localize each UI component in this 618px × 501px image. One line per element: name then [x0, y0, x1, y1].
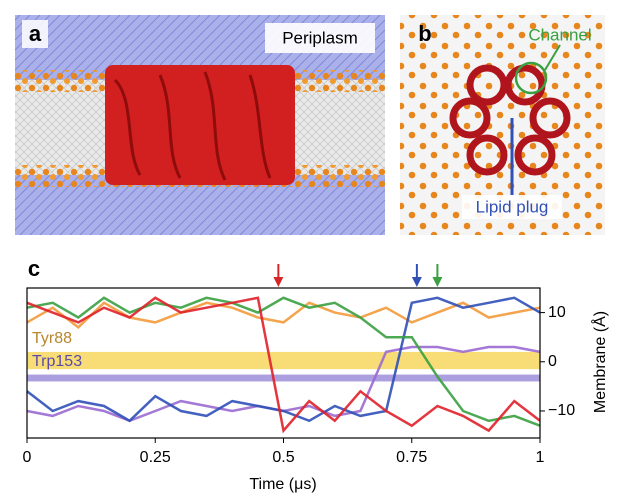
x-tick-label: 0.75	[396, 449, 427, 466]
x-tick-label: 0.25	[140, 449, 171, 466]
annotation: Lipid plug	[476, 197, 549, 216]
event-arrowhead	[411, 277, 422, 287]
x-axis-title: Time (μs)	[249, 476, 316, 493]
x-tick-label: 1	[536, 449, 545, 466]
panel-label: b	[418, 21, 431, 46]
panel-label: a	[29, 21, 42, 46]
annotation: Channel	[528, 25, 591, 44]
series-line	[26, 296, 541, 427]
band-label: Tyr88	[32, 330, 72, 347]
event-arrowhead	[273, 277, 284, 287]
band	[27, 374, 540, 382]
event-arrowhead	[432, 277, 443, 287]
panel-a: Periplasm a	[15, 15, 385, 235]
plot-area	[26, 296, 541, 434]
y-tick-label: 10	[548, 304, 566, 321]
panel-b: Channel Lipid plug b	[400, 15, 605, 235]
y-tick-label: 0	[548, 353, 557, 370]
x-tick-label: 0.5	[272, 449, 294, 466]
band	[27, 351, 540, 370]
band-label: Trp153	[32, 353, 82, 370]
y-tick-label: −10	[548, 402, 575, 419]
series-line	[26, 296, 541, 434]
series-line	[26, 296, 541, 423]
x-tick-label: 0	[23, 449, 32, 466]
y-axis-title: Membrane (Å)	[590, 311, 609, 413]
annotation: Periplasm	[282, 28, 358, 47]
panel-label: c	[28, 256, 40, 281]
series-line	[26, 301, 541, 329]
